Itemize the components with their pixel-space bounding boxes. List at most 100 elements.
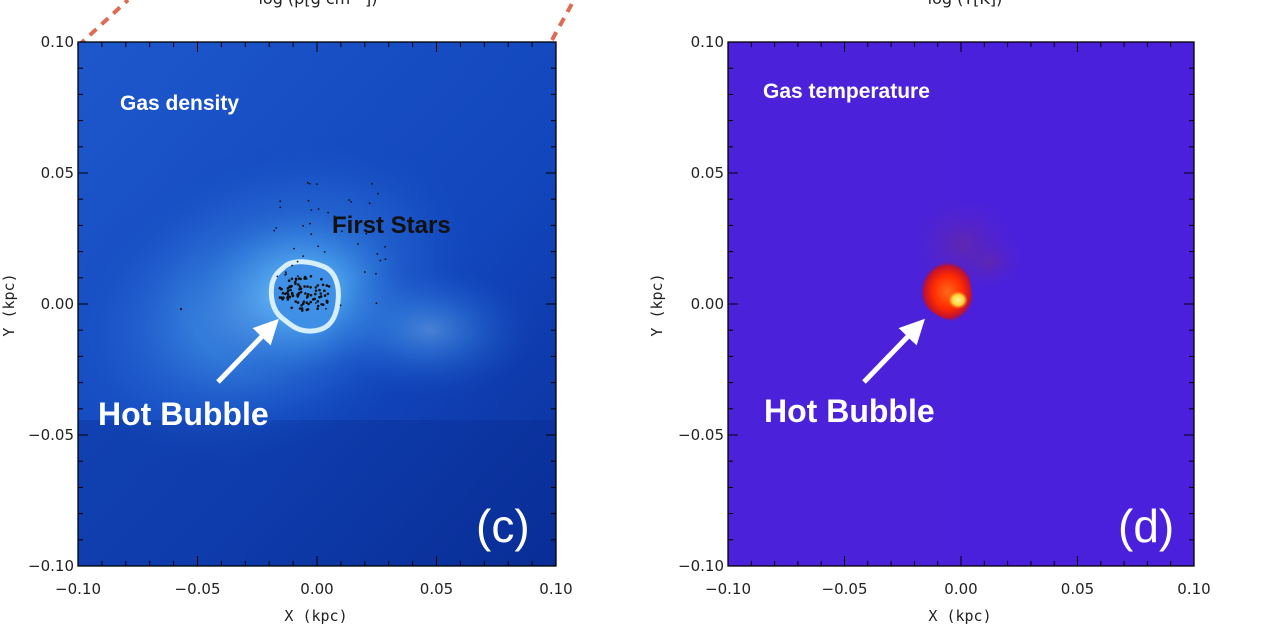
panel-d-ylabel: Y (kpc)	[648, 273, 666, 336]
star-particle	[300, 307, 304, 310]
star-particle	[311, 298, 315, 301]
star-particle	[301, 302, 305, 306]
first-stars-label: First Stars	[332, 212, 451, 239]
x-tick-label: −0.10	[55, 580, 101, 598]
star-particle	[309, 275, 313, 278]
star-particle	[299, 290, 303, 294]
star-particle	[303, 275, 307, 279]
panel-d-colorbar-label: log (T[K])	[928, 0, 1003, 8]
temperature-map	[728, 42, 1194, 566]
x-tick-label: −0.10	[705, 580, 751, 598]
star-particle	[341, 230, 343, 233]
y-tick-label: −0.10	[28, 557, 74, 575]
star-particle	[363, 271, 366, 273]
star-particle	[315, 302, 317, 304]
panel-c-axes: −0.10 −0.05 0.00 0.05 0.10 0.10 0.05 0.00 −0.05 −…	[28, 33, 573, 598]
star-particle	[371, 182, 373, 185]
star-particle	[288, 295, 292, 299]
star-particle	[327, 285, 331, 288]
star-particle	[305, 297, 308, 299]
star-particle	[299, 277, 302, 281]
star-particle	[298, 285, 302, 289]
x-tick-label: 0.10	[539, 580, 572, 598]
star-particle	[291, 264, 293, 267]
panel-c-xlabel: X (kpc)	[284, 607, 347, 625]
star-particle	[297, 283, 300, 286]
star-particle	[310, 233, 313, 236]
panel-d-axes: −0.10 −0.05 0.00 0.05 0.10 0.10 0.05 0.00 −0.05 −…	[678, 33, 1211, 598]
panel-d-letter: (d)	[1118, 500, 1174, 552]
star-particle	[309, 222, 311, 225]
star-particle	[317, 208, 320, 210]
star-particle	[384, 258, 387, 261]
star-particle	[288, 285, 291, 288]
star-particle	[305, 301, 309, 305]
star-particle	[287, 279, 291, 283]
star-particle	[278, 296, 282, 299]
star-particle	[285, 273, 287, 275]
panel-gas-temperature: Gas temperature Hot Bubble (d) −0.10 −0.0…	[648, 33, 1211, 625]
star-particle	[294, 282, 297, 286]
star-particle	[339, 304, 342, 307]
temperature-tint-right	[960, 42, 1194, 566]
y-tick-label: −0.05	[678, 426, 724, 444]
star-particle	[296, 301, 300, 304]
star-particle	[379, 259, 382, 262]
panel-c-ylabel: Y (kpc)	[0, 273, 18, 336]
star-particle	[327, 211, 330, 214]
y-tick-label: 0.05	[691, 164, 724, 182]
star-particle	[298, 288, 301, 291]
panel-c-colorbar-label: log (ρ[g cm⁻³])	[258, 0, 377, 8]
zoom-guide-line-right	[550, 0, 576, 41]
x-tick-label: 0.10	[1177, 580, 1210, 598]
panel-d-title: Gas temperature	[763, 80, 930, 103]
star-particle	[291, 293, 294, 296]
star-particle	[325, 284, 329, 287]
star-particle	[276, 275, 279, 278]
x-tick-label: −0.05	[822, 580, 868, 598]
star-particle	[377, 192, 379, 195]
star-particle	[309, 286, 312, 289]
star-particle	[306, 285, 309, 288]
star-particle	[302, 300, 306, 304]
star-particle	[348, 199, 350, 201]
star-particle	[316, 307, 319, 311]
star-particle	[300, 304, 303, 307]
zoom-guide-line-left	[76, 0, 130, 48]
star-particle	[350, 201, 353, 203]
star-particle	[303, 285, 306, 288]
star-particle	[310, 209, 313, 212]
y-tick-label: 0.05	[41, 164, 74, 182]
star-particle	[333, 215, 336, 218]
y-tick-label: 0.10	[691, 33, 724, 51]
hot-bubble-arrow-d	[862, 318, 925, 384]
star-particle	[368, 202, 371, 205]
y-tick-label: −0.05	[28, 426, 74, 444]
star-particle	[301, 309, 304, 312]
star-particle	[286, 287, 290, 290]
star-particle	[319, 292, 323, 295]
star-particle	[316, 304, 320, 308]
star-particle	[357, 243, 359, 245]
star-particle	[309, 300, 313, 304]
hot-bubble-core	[948, 291, 968, 309]
density-right-lobe	[320, 260, 540, 400]
panel-c-letter: (c)	[476, 500, 530, 552]
star-particle	[318, 288, 321, 292]
star-particle	[376, 253, 379, 255]
star-particle	[293, 247, 295, 250]
star-particle	[309, 294, 313, 297]
star-particle	[275, 227, 278, 229]
star-particle	[375, 272, 377, 275]
star-particle	[278, 286, 282, 290]
star-particle	[284, 292, 287, 296]
star-particle	[321, 303, 325, 307]
star-particle	[316, 284, 320, 287]
star-particle	[306, 308, 310, 311]
star-particle	[289, 288, 292, 292]
star-particle	[323, 289, 326, 293]
y-tick-label: −0.10	[678, 557, 724, 575]
star-particle	[317, 245, 320, 248]
star-particle	[302, 224, 304, 227]
star-particle	[297, 293, 300, 297]
